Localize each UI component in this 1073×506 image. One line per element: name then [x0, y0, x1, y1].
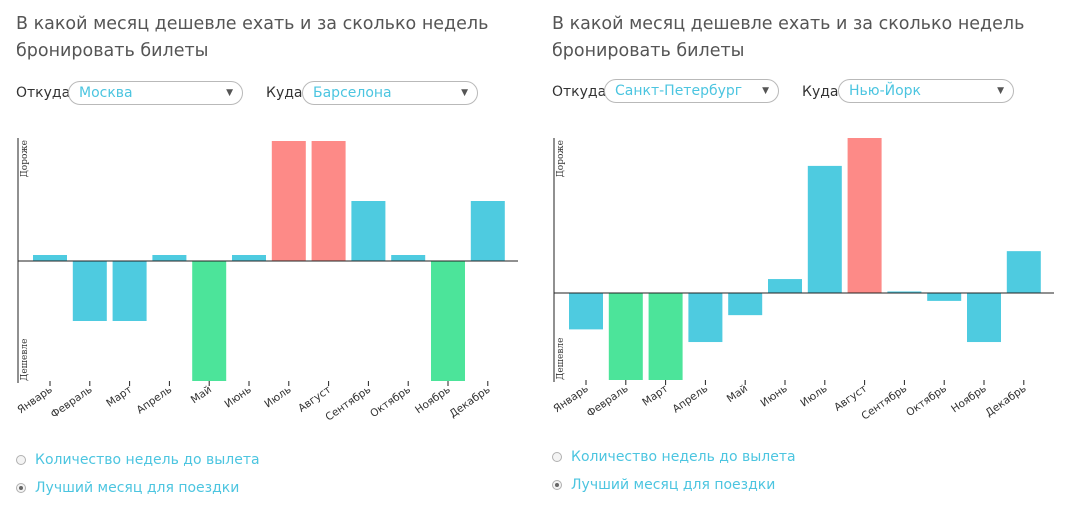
radio-best-month-icon[interactable]: [16, 483, 26, 493]
bar-5: [728, 293, 763, 316]
x-tick-label: Июль: [798, 383, 829, 410]
radio-best-month-icon[interactable]: [552, 480, 562, 490]
bar-8: [847, 138, 882, 293]
bar-9: [351, 201, 386, 261]
option-best-month[interactable]: Лучший месяц для поездки: [552, 476, 775, 494]
x-tick-label: Октябрь: [368, 384, 413, 420]
chevron-down-icon: ▼: [997, 86, 1004, 96]
bar-1: [33, 255, 67, 261]
x-tick-label: Ноябрь: [413, 384, 453, 417]
bar-4: [688, 293, 723, 343]
x-tick-label: Апрель: [670, 383, 710, 416]
ylabel-bottom: Дешевле: [20, 339, 30, 381]
x-tick-label: Февраль: [49, 384, 95, 421]
bar-11: [967, 293, 1001, 343]
bar-10: [927, 293, 962, 301]
bar-6: [768, 279, 802, 293]
option-weeks-before-departure[interactable]: Количество недель до вылета: [552, 448, 796, 466]
from-select-value: Санкт-Петербург: [615, 83, 743, 99]
bar-3: [112, 261, 147, 321]
price-chart: Дороже Дешевле Январь Февраль Март Апрель Май И…: [551, 128, 1072, 428]
ylabel-top: Дороже: [556, 140, 566, 178]
price-chart: Дороже Дешевле Январь Февраль Март Апрель Май И…: [15, 128, 536, 428]
panel-title: В какой месяц дешевле ехать и за сколько…: [16, 14, 489, 61]
x-tick-label: Март: [640, 383, 670, 409]
chevron-down-icon: ▼: [762, 86, 769, 96]
option-weeks-before-departure[interactable]: Количество недель до вылета: [16, 451, 260, 469]
option-label: Количество недель до вылета: [35, 452, 260, 468]
from-label: Откуда: [16, 85, 71, 101]
bar-2: [608, 293, 643, 380]
option-label: Лучший месяц для поездки: [35, 480, 240, 496]
ylabel-top: Дороже: [20, 140, 30, 178]
from-label: Откуда: [552, 84, 607, 100]
x-tick-label: Июнь: [758, 383, 789, 410]
panel-spb-newyork: В какой месяц дешевле ехать и за сколько…: [551, 0, 1072, 506]
to-label: Куда: [802, 84, 839, 100]
bar-12: [1006, 251, 1041, 293]
option-best-month[interactable]: Лучший месяц для поездки: [16, 479, 239, 497]
ylabel-bottom: Дешевле: [556, 338, 566, 380]
bar-5: [192, 261, 227, 381]
panel-moscow-barcelona: В какой месяц дешевле ехать и за сколько…: [15, 0, 536, 506]
x-tick-label: Декабрь: [983, 383, 1028, 420]
radio-weeks-icon[interactable]: [552, 452, 562, 462]
bar-7: [807, 165, 842, 293]
from-select[interactable]: Санкт-Петербург ▼: [604, 79, 779, 103]
x-tick-label: Сентябрь: [323, 384, 373, 424]
x-tick-label: Апрель: [134, 384, 174, 417]
bar-10: [391, 255, 426, 261]
x-tick-label: Сентябрь: [859, 383, 909, 423]
chevron-down-icon: ▼: [226, 88, 233, 98]
x-tick-label: Июнь: [222, 384, 253, 411]
from-select[interactable]: Москва ▼: [68, 81, 243, 105]
to-label: Куда: [266, 85, 303, 101]
to-select-value: Барселона: [313, 85, 392, 101]
x-tick-label: Октябрь: [904, 383, 949, 419]
bar-6: [232, 255, 266, 261]
to-select[interactable]: Барселона ▼: [302, 81, 478, 105]
to-select-value: Нью-Йорк: [849, 83, 921, 99]
bar-2: [72, 261, 107, 321]
bar-8: [311, 141, 346, 261]
panel-title: В какой месяц дешевле ехать и за сколько…: [552, 14, 1025, 61]
x-tick-label: Май: [189, 384, 214, 407]
x-tick-label: Февраль: [585, 383, 631, 420]
option-label: Количество недель до вылета: [571, 449, 796, 465]
radio-weeks-icon[interactable]: [16, 455, 26, 465]
x-tick-label: Май: [725, 383, 750, 406]
from-select-value: Москва: [79, 85, 133, 101]
x-tick-label: Март: [104, 384, 134, 410]
option-label: Лучший месяц для поездки: [571, 477, 776, 493]
bar-7: [271, 141, 306, 261]
bar-9: [887, 291, 922, 293]
bar-4: [152, 255, 187, 261]
bar-3: [648, 293, 683, 380]
bar-1: [569, 293, 603, 330]
bar-11: [431, 261, 465, 381]
bar-12: [470, 201, 505, 261]
x-tick-label: Июль: [262, 384, 293, 411]
x-tick-label: Декабрь: [447, 384, 492, 421]
x-tick-label: Ноябрь: [949, 383, 989, 416]
chevron-down-icon: ▼: [461, 88, 468, 98]
to-select[interactable]: Нью-Йорк ▼: [838, 79, 1014, 103]
